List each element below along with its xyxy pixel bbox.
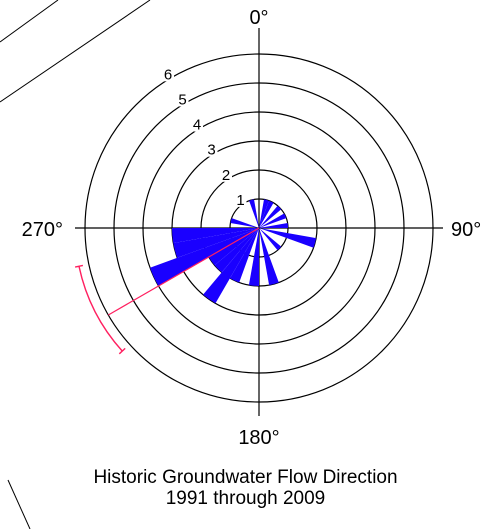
ring-label-2: 2 <box>222 167 230 184</box>
petal-15 <box>259 199 269 228</box>
chart-title-line-2: 1991 through 2009 <box>165 488 326 509</box>
rose-petals <box>150 199 317 304</box>
petal-265 <box>171 228 259 244</box>
mean-direction-line <box>108 227 260 316</box>
direction-label-3: 270° <box>22 219 63 241</box>
petal-105 <box>259 228 317 248</box>
petal-255 <box>173 228 259 258</box>
direction-label-0: 0° <box>249 7 268 29</box>
confidence-arc-cap-2 <box>74 264 84 268</box>
confidence-arc-cap-1 <box>118 347 126 355</box>
ring-label-bg-4 <box>191 116 203 132</box>
petal-135 <box>259 228 282 251</box>
petal-225 <box>214 228 259 273</box>
petal-345 <box>249 199 259 228</box>
ring-label-5: 5 <box>178 91 186 108</box>
petal-205 <box>230 228 259 283</box>
direction-axes <box>75 28 443 416</box>
mean-direction <box>74 227 260 355</box>
ring-label-bg-3 <box>205 141 218 157</box>
ring-label-4: 4 <box>193 117 201 134</box>
ring-label-1: 1 <box>236 192 244 209</box>
ring-label-bg-5 <box>176 91 189 107</box>
ring-label-bg-2 <box>220 166 232 182</box>
direction-labels: 0° 90° 180° 270° <box>22 7 482 449</box>
direction-label-2: 180° <box>238 427 279 449</box>
petal-65 <box>259 213 287 228</box>
petal-185 <box>248 228 259 286</box>
confidence-arc <box>78 266 123 352</box>
petal-45 <box>259 205 282 228</box>
direction-label-1: 90° <box>451 219 481 241</box>
ring-label-bg-6 <box>162 66 174 82</box>
petal-285 <box>230 218 259 228</box>
ring-label-bg-1 <box>234 191 247 207</box>
petal-165 <box>259 228 279 286</box>
map-line-1 <box>0 0 59 43</box>
map-line-3 <box>7 479 31 529</box>
petal-215 <box>203 228 259 304</box>
petal-245 <box>150 228 259 286</box>
petal-25 <box>259 200 274 228</box>
petal-235 <box>208 228 259 266</box>
ring-label-3: 3 <box>207 142 215 159</box>
ring-label-6: 6 <box>164 66 172 83</box>
petal-85 <box>259 223 289 228</box>
map-line-2 <box>0 0 151 103</box>
chart-title-line-1: Historic Groundwater Flow Direction <box>93 467 398 488</box>
background-map-lines <box>0 0 151 529</box>
